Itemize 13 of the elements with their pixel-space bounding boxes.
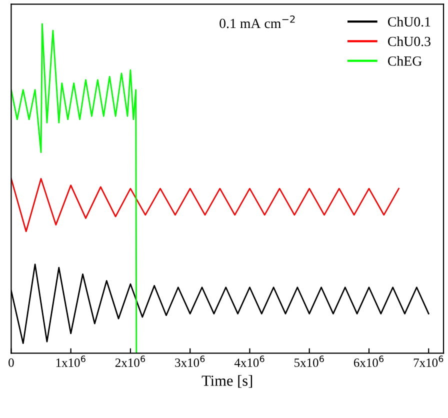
x-tick-label: 5x10$^{6}$ bbox=[294, 356, 324, 367]
legend-label: ChU0.1 bbox=[388, 16, 430, 27]
x-tick-label: 4x10$^{6}$ bbox=[234, 356, 264, 367]
x-tick-label: 0 bbox=[8, 358, 14, 367]
x-tick-label: 7x10$^{6}$ bbox=[414, 356, 444, 367]
annotation: 0.1 mA cm$^{−2}$ bbox=[220, 15, 295, 28]
x-tick-label: 3x10$^{6}$ bbox=[175, 356, 205, 367]
legend-label: ChU0.3 bbox=[388, 36, 430, 46]
legend-label: ChEG bbox=[388, 56, 422, 66]
x-tick-label: 6x10$^{6}$ bbox=[354, 356, 384, 367]
x-tick-label: 2x10$^{6}$ bbox=[115, 356, 146, 367]
x-axis-title: Time [s] bbox=[202, 375, 252, 388]
x-tick-label: 1x10$^{6}$ bbox=[56, 356, 86, 367]
